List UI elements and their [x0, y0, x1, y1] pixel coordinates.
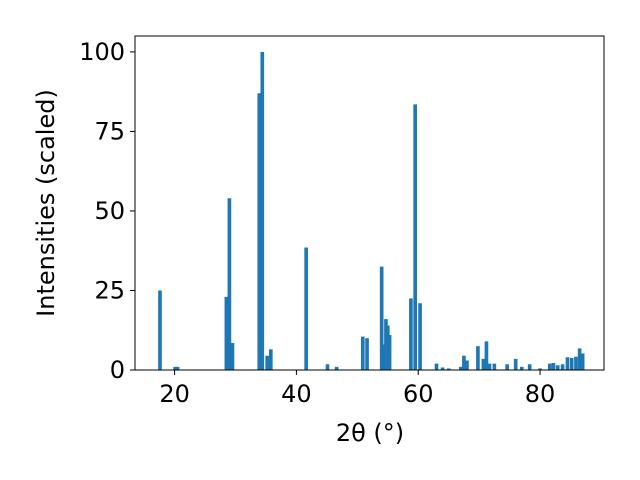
bar	[555, 365, 560, 370]
y-axis-ticks: 0 25 50 75 100	[79, 38, 135, 384]
y-tick-label: 75	[94, 117, 125, 145]
bar	[465, 360, 469, 370]
bar	[382, 344, 386, 370]
bar	[173, 366, 178, 370]
bar	[227, 198, 232, 370]
x-axis-label: 2θ (°)	[336, 419, 404, 447]
bar	[565, 357, 570, 370]
bar	[580, 353, 585, 370]
bar	[519, 366, 524, 370]
y-tick-label: 50	[94, 197, 125, 225]
bar	[257, 93, 262, 370]
bar	[487, 363, 492, 370]
bar	[492, 363, 497, 370]
bar	[325, 364, 330, 370]
bar	[547, 363, 552, 370]
x-tick-label: 60	[403, 380, 434, 408]
bar	[224, 296, 229, 370]
x-tick-label: 40	[281, 380, 312, 408]
bar	[175, 366, 180, 370]
bar	[434, 363, 439, 370]
bar	[360, 336, 365, 370]
bar	[577, 348, 582, 370]
bar	[527, 364, 532, 370]
bar	[409, 298, 413, 370]
y-tick-label: 100	[79, 38, 125, 66]
bar	[538, 368, 542, 370]
bar	[158, 290, 162, 370]
bar	[569, 357, 574, 370]
bar	[574, 356, 578, 370]
bar	[484, 341, 489, 370]
bar	[413, 104, 417, 370]
bar	[476, 346, 480, 370]
plot-frame	[134, 35, 605, 371]
bar	[379, 266, 384, 370]
bar	[551, 363, 556, 370]
bar	[269, 349, 273, 370]
y-tick-label: 25	[94, 276, 125, 304]
bar	[334, 366, 339, 370]
bar	[387, 335, 392, 370]
y-tick-label: 0	[110, 356, 125, 384]
bar	[462, 355, 466, 370]
bar	[481, 358, 486, 370]
bar	[304, 247, 308, 370]
bar	[446, 368, 451, 370]
x-tick-label: 20	[159, 380, 190, 408]
bar	[513, 358, 518, 370]
bar	[365, 338, 369, 370]
bar	[459, 366, 463, 370]
bars-group	[158, 51, 585, 371]
x-tick-label: 80	[525, 380, 556, 408]
bar	[560, 364, 565, 370]
bar	[230, 342, 235, 370]
x-axis-ticks: 20 40 60 80	[159, 370, 555, 408]
y-axis-label: Intensities (scaled)	[32, 89, 60, 317]
bar	[384, 319, 388, 370]
bar	[265, 355, 269, 370]
bar	[505, 364, 509, 370]
bar	[440, 367, 445, 370]
bar	[418, 303, 422, 370]
bar	[260, 51, 265, 371]
